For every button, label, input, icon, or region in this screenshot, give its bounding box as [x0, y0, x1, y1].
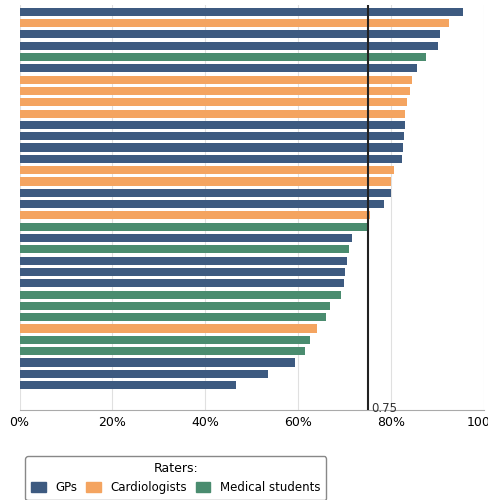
Bar — [20, 313, 325, 322]
Bar — [20, 347, 305, 355]
Bar — [20, 370, 267, 378]
Bar — [20, 166, 393, 174]
Bar — [20, 188, 390, 197]
Bar — [20, 53, 425, 61]
Bar — [20, 234, 351, 242]
Legend: GPs, Cardiologists, Medical students: GPs, Cardiologists, Medical students — [25, 456, 325, 500]
Bar — [20, 381, 235, 389]
Bar — [20, 42, 437, 50]
Bar — [20, 144, 402, 152]
Bar — [20, 110, 404, 118]
Bar — [20, 268, 344, 276]
Bar — [20, 302, 329, 310]
Bar — [20, 324, 316, 332]
Bar — [20, 256, 346, 264]
Bar — [20, 121, 404, 129]
Bar — [20, 76, 411, 84]
Bar — [20, 336, 309, 344]
Bar — [20, 358, 294, 366]
Bar — [20, 30, 439, 38]
Text: 0.75: 0.75 — [371, 402, 397, 415]
Bar — [20, 64, 416, 72]
Bar — [20, 19, 448, 27]
Bar — [20, 212, 369, 220]
Bar — [20, 246, 348, 254]
Bar — [20, 87, 409, 95]
Bar — [20, 222, 367, 231]
Bar — [20, 132, 404, 140]
Bar — [20, 98, 407, 106]
Bar — [20, 155, 401, 163]
Bar — [20, 8, 462, 16]
Bar — [20, 200, 384, 208]
Bar — [20, 290, 341, 298]
Bar — [20, 178, 390, 186]
Bar — [20, 279, 343, 287]
